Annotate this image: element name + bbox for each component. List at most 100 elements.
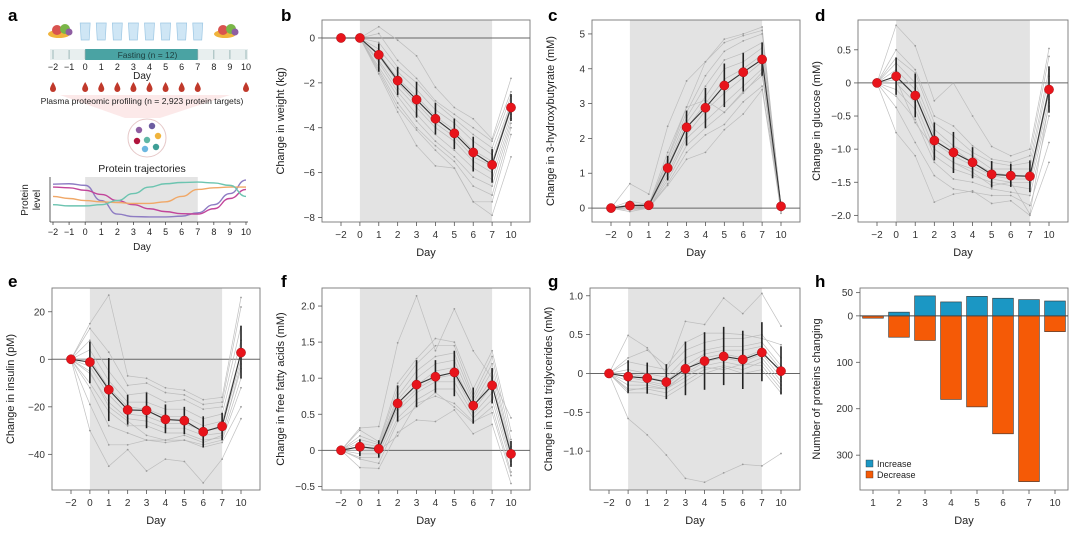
individual-point <box>88 386 91 389</box>
mean-point <box>103 384 114 395</box>
individual-point <box>221 396 224 399</box>
x-tick-label: 4 <box>702 498 708 509</box>
x-tick-label: 4 <box>948 498 954 509</box>
individual-trace <box>340 409 512 484</box>
y-tick-label: −0.5 <box>563 408 583 419</box>
x-tick-label: 1 <box>644 498 650 509</box>
individual-point <box>761 85 764 88</box>
individual-point <box>1048 161 1050 164</box>
x-tick-label: 7 <box>759 498 765 509</box>
legend-label-increase: Increase <box>877 459 912 469</box>
x-tick-label: 1 <box>870 498 876 509</box>
individual-point <box>88 322 91 325</box>
individual-point <box>1028 214 1031 217</box>
individual-point <box>88 403 91 406</box>
mean-point <box>336 445 346 456</box>
bar-increase <box>992 297 1014 317</box>
fasting-shade <box>628 288 762 490</box>
x-tick-label: 6 <box>200 498 206 509</box>
individual-point <box>221 458 224 461</box>
fasting-shade <box>359 288 493 490</box>
y-axis-label: Change in insulin (pM) <box>5 334 17 444</box>
individual-point <box>703 481 706 484</box>
individual-point <box>723 50 726 53</box>
mean-point <box>85 357 95 367</box>
panel-h-proteins-bar-chart: 50 0 100 200 300 1 2 3 4 5 6 7 10 Day Number of protei… <box>811 287 1069 527</box>
timeline-day-label: 0 <box>83 62 88 72</box>
individual-point <box>491 140 494 143</box>
individual-point <box>164 386 167 389</box>
individual-point <box>434 420 437 423</box>
panel-letter-d: d <box>815 6 826 25</box>
x-tick-label: 2 <box>395 498 401 509</box>
individual-point <box>415 419 418 421</box>
x-tick-label: 10 <box>1043 230 1055 241</box>
mean-point <box>411 379 422 390</box>
x-tick-label: 10 <box>775 230 787 241</box>
individual-point <box>990 187 993 190</box>
y-tick-label: 5 <box>579 29 585 40</box>
individual-point <box>358 429 361 432</box>
mean-point <box>141 405 152 416</box>
individual-trace <box>876 62 1050 170</box>
blood-drop-icon <box>243 82 249 92</box>
bar-decrease <box>1018 315 1040 482</box>
individual-point <box>107 443 110 446</box>
individual-point <box>704 74 707 77</box>
timeline-day-label: 10 <box>241 62 251 72</box>
mean-point <box>430 371 441 382</box>
x-tick-label: 3 <box>144 498 150 509</box>
x-tick-label: 1 <box>646 230 652 241</box>
individual-point <box>377 425 380 428</box>
y-tick-label: 20 <box>34 307 46 318</box>
bar-decrease <box>940 315 962 400</box>
x-tick-label: 3 <box>414 498 420 509</box>
water-glass-icon <box>95 22 107 41</box>
timeline-day-label: −1 <box>64 62 74 72</box>
individual-point <box>453 409 456 411</box>
individual-point <box>453 149 456 152</box>
individual-point <box>240 417 242 420</box>
y-tick-label: −1.0 <box>831 145 851 156</box>
individual-point <box>415 120 418 122</box>
x-tick-label: 3 <box>922 498 928 509</box>
individual-trace <box>876 82 1050 216</box>
individual-point <box>761 26 764 28</box>
y-tick-label: 3 <box>579 99 585 110</box>
trajectories-x-tick-label: −1 <box>64 227 74 237</box>
mean-point <box>662 163 673 173</box>
individual-point <box>510 122 512 125</box>
individual-point <box>971 115 974 117</box>
food-icon-left <box>48 24 73 38</box>
individual-point <box>1048 47 1050 50</box>
x-tick-label: 3 <box>951 230 957 241</box>
food-shape <box>52 25 62 35</box>
individual-point <box>415 126 418 129</box>
individual-trace <box>340 359 512 451</box>
food-shape <box>231 28 239 36</box>
bar-decrease <box>992 315 1014 435</box>
individual-point <box>377 32 380 35</box>
mean-point <box>179 415 190 426</box>
individual-point <box>760 292 763 295</box>
trajectories-x-tick-label: 0 <box>83 227 88 237</box>
individual-point <box>491 200 494 203</box>
individual-point <box>1009 161 1012 164</box>
individual-point <box>164 441 167 444</box>
bar-increase <box>1044 300 1066 317</box>
individual-point <box>453 406 456 408</box>
individual-trace <box>608 373 782 483</box>
panel-letter-g: g <box>548 272 559 291</box>
individual-point <box>126 448 129 451</box>
timeline-day-label: 1 <box>99 62 104 72</box>
x-tick-label: 10 <box>1049 498 1061 509</box>
individual-point <box>415 295 418 297</box>
individual-point <box>472 133 475 136</box>
individual-point <box>895 131 898 134</box>
individual-point <box>377 467 380 470</box>
y-tick-label: 300 <box>836 451 853 462</box>
fasting-label: Fasting (n = 12) <box>118 50 178 60</box>
individual-point <box>145 382 148 384</box>
x-tick-label: 6 <box>740 230 746 241</box>
individual-point <box>107 424 110 427</box>
